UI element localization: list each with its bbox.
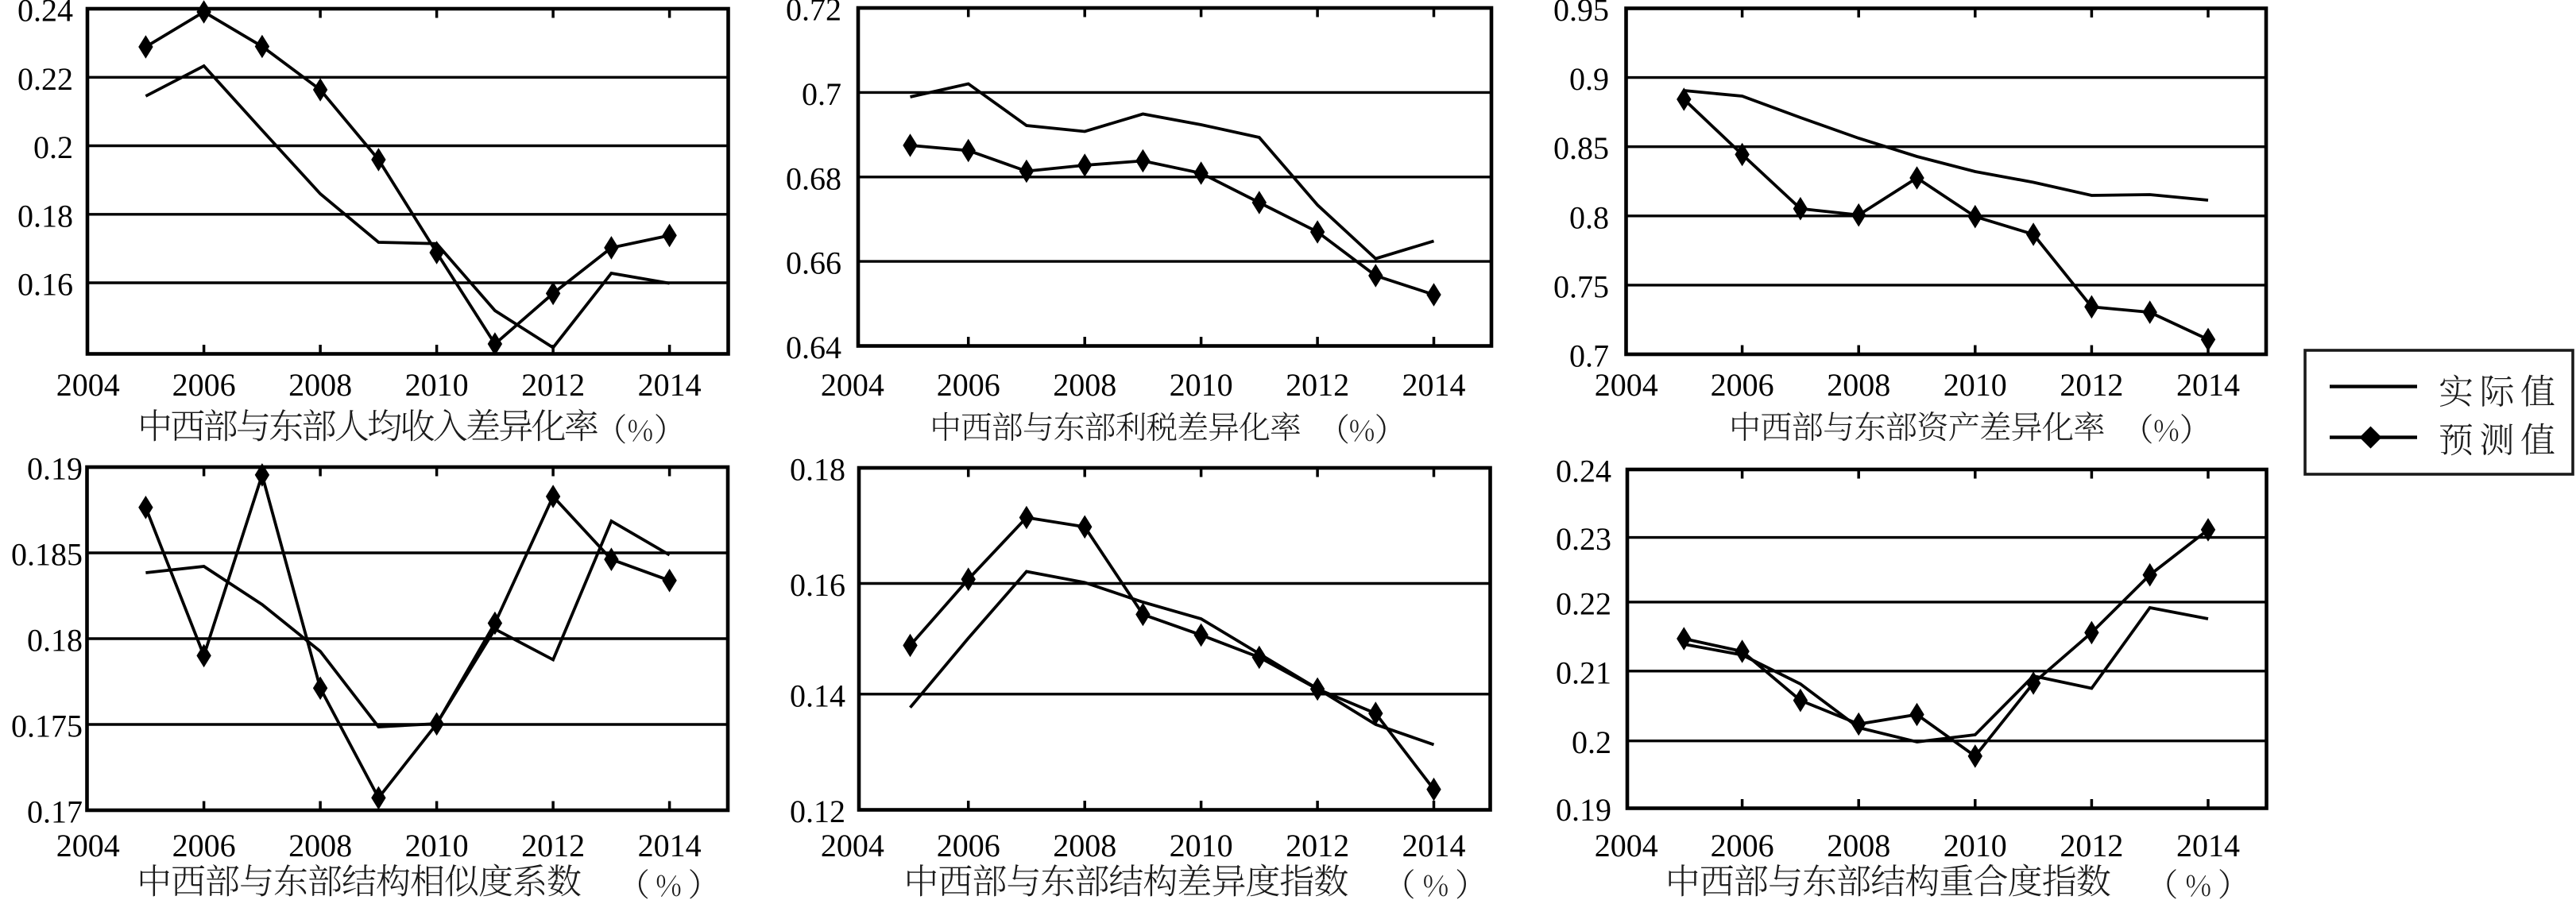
svg-text:0.2: 0.2 <box>33 129 73 165</box>
svg-text:2012: 2012 <box>521 367 585 403</box>
svg-text:0.18: 0.18 <box>790 452 845 488</box>
svg-text:0.24: 0.24 <box>1556 454 1611 489</box>
svg-text:0.7: 0.7 <box>1569 338 1609 374</box>
svg-text:0.19: 0.19 <box>1556 792 1611 828</box>
svg-text:0.17: 0.17 <box>27 794 83 830</box>
svg-text:0.22: 0.22 <box>1556 585 1611 621</box>
svg-text:2010: 2010 <box>1170 828 1233 863</box>
svg-text:0.16: 0.16 <box>790 567 845 603</box>
svg-text:0.14: 0.14 <box>790 678 845 713</box>
svg-text:2010: 2010 <box>405 828 469 863</box>
svg-text:2006: 2006 <box>937 828 1000 863</box>
svg-text:2014: 2014 <box>2176 367 2240 403</box>
svg-text:0.21: 0.21 <box>1556 655 1611 690</box>
svg-text:2014: 2014 <box>1402 367 1466 403</box>
svg-text:2006: 2006 <box>1711 828 1774 863</box>
svg-text:2012: 2012 <box>521 828 585 863</box>
svg-text:2006: 2006 <box>1711 367 1774 403</box>
svg-text:0.23: 0.23 <box>1556 521 1611 557</box>
svg-text:0.2: 0.2 <box>1572 724 1611 760</box>
svg-text:2012: 2012 <box>1286 367 1349 403</box>
svg-text:0.7: 0.7 <box>802 76 841 112</box>
svg-text:2014: 2014 <box>638 828 702 863</box>
svg-text:0.66: 0.66 <box>786 245 841 281</box>
svg-text:2008: 2008 <box>1827 828 1890 863</box>
svg-text:0.72: 0.72 <box>786 0 841 28</box>
svg-text:0.75: 0.75 <box>1553 268 1609 304</box>
svg-text:2010: 2010 <box>1944 367 2007 403</box>
svg-text:2006: 2006 <box>937 367 1000 403</box>
svg-text:0.22: 0.22 <box>17 61 73 97</box>
svg-text:2010: 2010 <box>1170 367 1233 403</box>
svg-text:2008: 2008 <box>288 367 352 403</box>
svg-text:0.85: 0.85 <box>1553 130 1609 166</box>
svg-text:2014: 2014 <box>2176 828 2240 863</box>
svg-text:0.24: 0.24 <box>17 0 73 29</box>
svg-text:2010: 2010 <box>405 367 469 403</box>
svg-text:2008: 2008 <box>1053 828 1116 863</box>
svg-text:2008: 2008 <box>1827 367 1890 403</box>
svg-text:2004: 2004 <box>56 367 120 403</box>
svg-text:2012: 2012 <box>2060 828 2123 863</box>
svg-text:0.68: 0.68 <box>786 160 841 196</box>
svg-text:2008: 2008 <box>1053 367 1116 403</box>
svg-text:0.12: 0.12 <box>790 794 845 829</box>
svg-text:2006: 2006 <box>172 828 236 863</box>
svg-text:2004: 2004 <box>1595 367 1658 403</box>
svg-text:0.18: 0.18 <box>17 198 73 234</box>
svg-text:0.8: 0.8 <box>1569 199 1609 235</box>
svg-text:2004: 2004 <box>1595 828 1658 863</box>
svg-text:0.16: 0.16 <box>17 267 73 303</box>
svg-text:2012: 2012 <box>1286 828 1349 863</box>
svg-text:2004: 2004 <box>56 828 120 863</box>
svg-text:2012: 2012 <box>2060 367 2123 403</box>
svg-text:2008: 2008 <box>288 828 352 863</box>
svg-text:2014: 2014 <box>1402 828 1466 863</box>
svg-text:2006: 2006 <box>172 367 236 403</box>
svg-text:0.95: 0.95 <box>1553 0 1609 28</box>
svg-text:2010: 2010 <box>1944 828 2007 863</box>
svg-text:2014: 2014 <box>638 367 702 403</box>
svg-text:2004: 2004 <box>821 828 884 863</box>
svg-text:0.9: 0.9 <box>1569 61 1609 97</box>
svg-text:0.185: 0.185 <box>11 537 83 573</box>
svg-text:0.175: 0.175 <box>11 709 83 744</box>
svg-text:0.64: 0.64 <box>786 330 841 365</box>
svg-text:0.18: 0.18 <box>27 623 83 659</box>
svg-text:2004: 2004 <box>821 367 884 403</box>
svg-text:0.19: 0.19 <box>27 451 83 487</box>
